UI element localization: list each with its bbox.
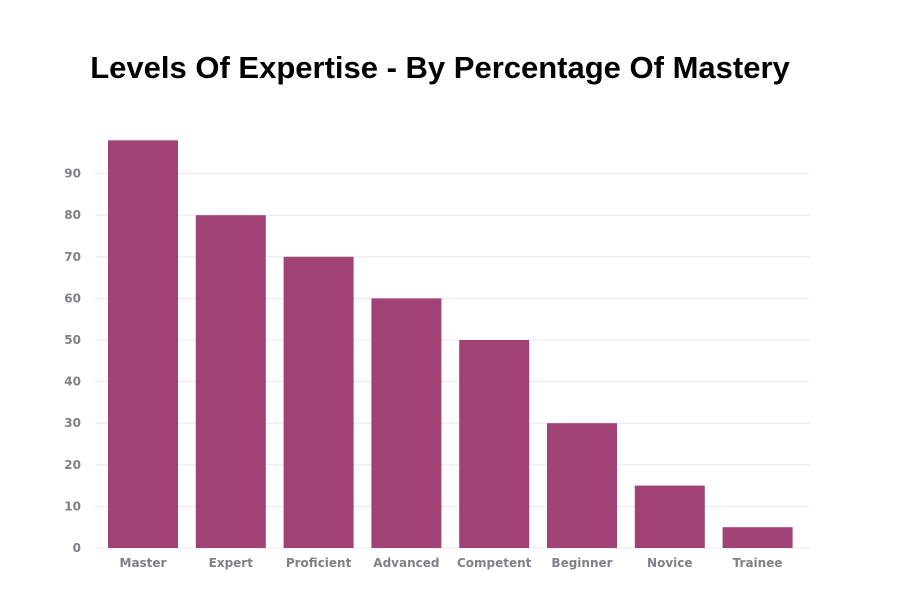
- y-tick-label: 20: [64, 458, 81, 472]
- x-tick-label-advanced: Advanced: [373, 556, 439, 570]
- bar-advanced: [371, 298, 442, 548]
- y-tick-label: 10: [64, 499, 81, 513]
- x-tick-label-expert: Expert: [209, 556, 254, 570]
- y-tick-label: 60: [64, 291, 81, 305]
- bar-novice: [634, 485, 705, 548]
- y-tick-label: 40: [64, 375, 81, 389]
- x-tick-label-novice: Novice: [647, 556, 692, 570]
- bar-master: [108, 140, 178, 548]
- bars: [108, 140, 793, 548]
- y-tick-label: 80: [64, 208, 81, 222]
- x-tick-label-proficient: Proficient: [286, 556, 352, 570]
- y-tick-label: 70: [64, 250, 81, 264]
- bar-competent: [459, 340, 530, 548]
- y-tick-label: 50: [64, 333, 81, 347]
- y-tick-label: 90: [64, 167, 81, 181]
- y-tick-label: 0: [73, 541, 81, 555]
- bar-trainee: [722, 527, 793, 548]
- chart-title: Levels Of Expertise - By Percentage Of M…: [90, 50, 790, 85]
- x-tick-label-master: Master: [120, 556, 167, 570]
- y-axis-ticks: 0 10 20 30 40 50 60 70 80 90: [64, 167, 81, 555]
- x-axis-labels: Master Expert Proficient Advanced Competent B…: [120, 556, 783, 570]
- y-tick-label: 30: [64, 416, 81, 430]
- x-tick-label-competent: Competent: [457, 556, 532, 570]
- bar-expert: [195, 215, 266, 548]
- bar-proficient: [283, 256, 354, 548]
- x-tick-label-trainee: Trainee: [733, 556, 783, 570]
- x-tick-label-beginner: Beginner: [551, 556, 612, 570]
- bar-beginner: [547, 423, 617, 548]
